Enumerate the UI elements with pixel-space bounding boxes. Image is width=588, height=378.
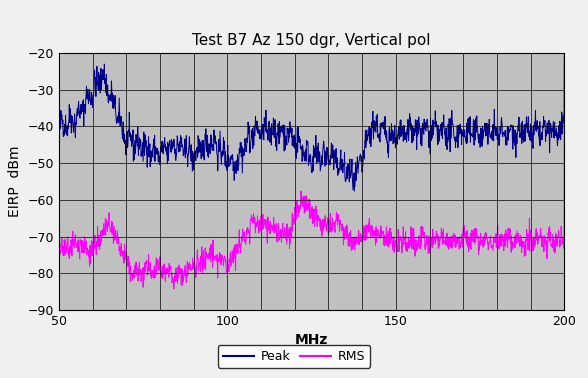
RMS bbox=[343, 223, 350, 227]
RMS bbox=[55, 245, 62, 249]
Line: RMS: RMS bbox=[59, 0, 564, 289]
RMS bbox=[280, 230, 288, 235]
Legend: Peak, RMS: Peak, RMS bbox=[218, 345, 370, 368]
Peak bbox=[115, 110, 122, 115]
RMS bbox=[115, 235, 122, 240]
Peak bbox=[95, 82, 102, 87]
Line: Peak: Peak bbox=[59, 0, 564, 191]
Y-axis label: EIRP  dBm: EIRP dBm bbox=[8, 146, 22, 217]
Title: Test B7 Az 150 dgr, Vertical pol: Test B7 Az 150 dgr, Vertical pol bbox=[192, 33, 431, 48]
Peak bbox=[351, 189, 358, 193]
Peak bbox=[289, 135, 296, 140]
RMS bbox=[171, 287, 178, 291]
RMS bbox=[290, 222, 297, 227]
X-axis label: MHz: MHz bbox=[295, 333, 328, 347]
RMS bbox=[95, 239, 102, 244]
Peak bbox=[280, 122, 288, 127]
RMS bbox=[270, 215, 277, 219]
Peak bbox=[343, 166, 350, 170]
Peak bbox=[270, 116, 277, 121]
Peak bbox=[55, 126, 62, 130]
